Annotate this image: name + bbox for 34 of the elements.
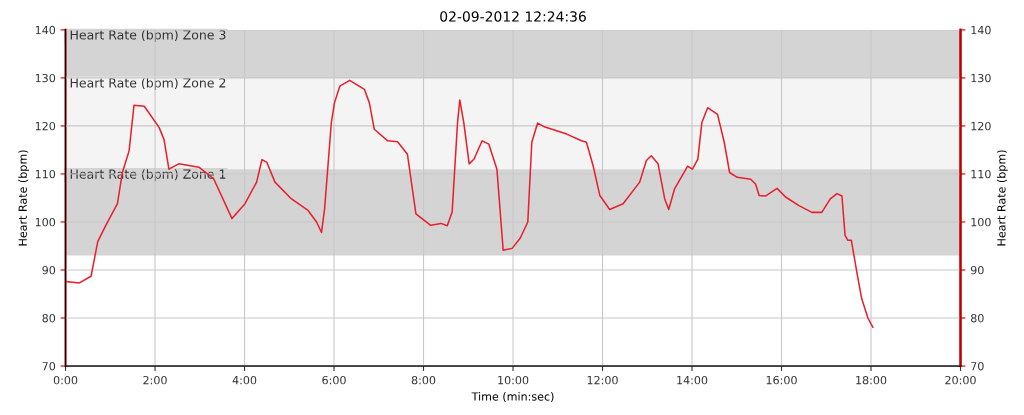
line-series [65,79,874,328]
y-tick-label: 120 [35,121,56,131]
y2-tick-label: 120 [971,121,991,131]
y2-tick-label: 70 [971,362,984,371]
y2-tick-label: 90 [970,265,984,275]
band-label: Heart Rate (bpm) Zone 2 [70,77,226,90]
y-tick-label: 110 [35,169,56,179]
x-axis-title: Time (min:sec) [471,392,554,402]
x-tick-label: 18:00 [856,375,887,385]
chart-title: 02-09-2012 12:24:36 [440,11,586,22]
y-tick-label: 70 [42,362,56,371]
x-tick-label: 4:00 [232,375,257,385]
y-axis-title: Heart Rate (bpm) [18,150,30,246]
y-tick-label: 80 [42,313,56,323]
band-label: Heart Rate (bpm) Zone 3 [70,29,226,42]
x-tick-label: 6:00 [322,375,346,385]
x-tick-label: 0:00 [53,375,78,385]
y2-tick-label: 130 [971,73,991,83]
x-tick-label: 8:00 [411,375,436,385]
y2-tick-label: 80 [970,313,984,323]
y2-tick-label: 110 [971,169,991,179]
y2-axis-title: Heart Rate (bpm) [997,150,1008,246]
x-tick-label: 14:00 [677,375,708,385]
x-tick-label: 10:00 [498,375,529,385]
x-tick-label: 16:00 [766,375,797,385]
x-tick-label: 12:00 [587,375,618,385]
y2-tick-label: 140 [971,25,991,35]
y-tick-label: 100 [35,217,56,227]
y-tick-label: 130 [35,73,56,83]
x-tick-label: 2:00 [143,375,167,385]
y2-tick-label: 100 [971,217,991,227]
y-tick-label: 140 [35,25,56,35]
x-tick-label: 20:00 [945,375,976,385]
y-tick-label: 90 [42,265,56,275]
